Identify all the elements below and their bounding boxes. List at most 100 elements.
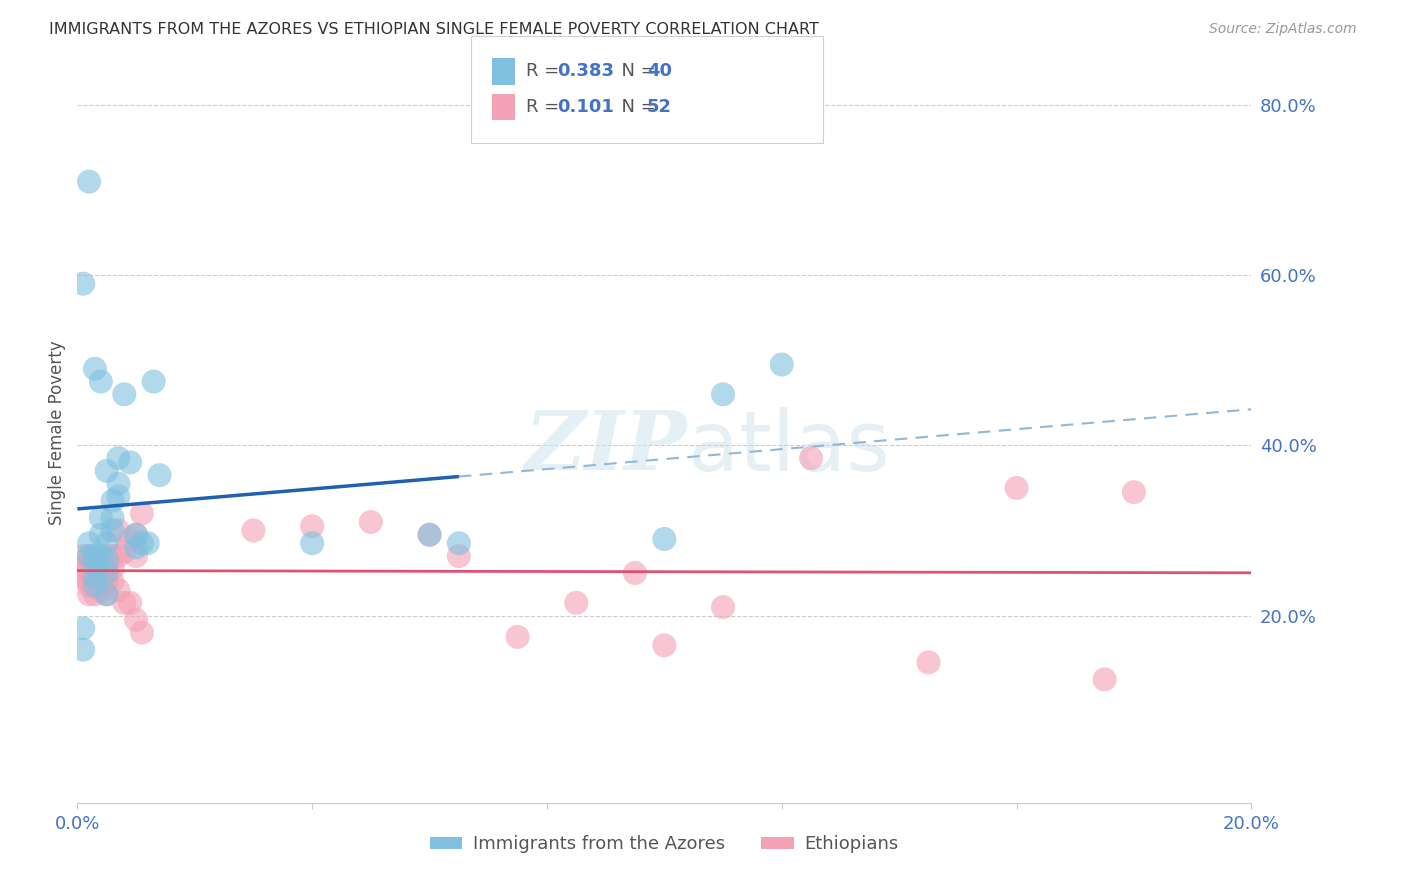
Point xyxy=(120,455,142,469)
Point xyxy=(72,621,94,635)
Point xyxy=(72,549,94,563)
Point xyxy=(136,536,159,550)
Point xyxy=(711,600,734,615)
Point xyxy=(101,493,124,508)
Point xyxy=(506,630,529,644)
Point xyxy=(107,490,129,504)
Point xyxy=(917,656,939,670)
Point xyxy=(84,570,107,584)
Text: R =: R = xyxy=(526,62,565,80)
Point xyxy=(652,639,676,653)
Point xyxy=(107,582,129,597)
Point xyxy=(84,549,107,563)
Point xyxy=(131,507,153,521)
Point xyxy=(125,613,148,627)
Point xyxy=(90,375,112,389)
Y-axis label: Single Female Poverty: Single Female Poverty xyxy=(48,341,66,524)
Point xyxy=(84,361,107,376)
Point xyxy=(77,579,100,593)
Point xyxy=(112,596,135,610)
Text: IMMIGRANTS FROM THE AZORES VS ETHIOPIAN SINGLE FEMALE POVERTY CORRELATION CHART: IMMIGRANTS FROM THE AZORES VS ETHIOPIAN … xyxy=(49,22,820,37)
Point xyxy=(770,358,793,372)
Point xyxy=(800,451,823,466)
Point xyxy=(112,387,135,401)
Point xyxy=(90,562,112,576)
Point xyxy=(72,562,94,576)
Point xyxy=(96,566,118,580)
Point xyxy=(90,510,112,524)
Point xyxy=(447,549,470,563)
Point xyxy=(142,375,165,389)
Point xyxy=(624,566,647,580)
Point xyxy=(77,574,100,589)
Text: 52: 52 xyxy=(647,98,672,116)
Text: R =: R = xyxy=(526,98,565,116)
Text: N =: N = xyxy=(610,98,662,116)
Point xyxy=(84,570,107,584)
Point xyxy=(77,175,100,189)
Point xyxy=(84,579,107,593)
Point xyxy=(90,570,112,584)
Point xyxy=(101,574,124,589)
Point xyxy=(72,642,94,657)
Point xyxy=(77,549,100,563)
Point xyxy=(1005,481,1028,495)
Point xyxy=(77,558,100,572)
Point xyxy=(96,549,118,563)
Point xyxy=(90,549,112,563)
Point xyxy=(72,570,94,584)
Point xyxy=(84,579,107,593)
Text: 0.383: 0.383 xyxy=(557,62,614,80)
Text: atlas: atlas xyxy=(688,407,890,488)
Point xyxy=(101,562,124,576)
Text: 0.101: 0.101 xyxy=(557,98,613,116)
Point xyxy=(96,464,118,478)
Point xyxy=(120,596,142,610)
Point xyxy=(107,549,129,563)
Legend: Immigrants from the Azores, Ethiopians: Immigrants from the Azores, Ethiopians xyxy=(423,828,905,861)
Point xyxy=(77,566,100,580)
Point xyxy=(72,277,94,291)
Point xyxy=(447,536,470,550)
Point xyxy=(90,553,112,567)
Point xyxy=(96,587,118,601)
Point xyxy=(419,527,441,541)
Point xyxy=(1122,485,1144,500)
Point xyxy=(84,587,107,601)
Point xyxy=(84,558,107,572)
Point xyxy=(96,574,118,589)
Point xyxy=(131,536,153,550)
Point xyxy=(125,527,148,541)
Point xyxy=(120,532,142,546)
Point xyxy=(112,545,135,559)
Point xyxy=(77,536,100,550)
Point xyxy=(125,541,148,555)
Point xyxy=(131,625,153,640)
Point xyxy=(301,536,323,550)
Point xyxy=(96,562,118,576)
Point xyxy=(242,524,264,538)
Point xyxy=(101,549,124,563)
Point xyxy=(360,515,382,529)
Text: 40: 40 xyxy=(647,62,672,80)
Point xyxy=(90,527,112,541)
Point xyxy=(84,562,107,576)
Text: Source: ZipAtlas.com: Source: ZipAtlas.com xyxy=(1209,22,1357,37)
Point xyxy=(125,549,148,563)
Point xyxy=(107,476,129,491)
Point xyxy=(1094,673,1116,687)
Point xyxy=(77,587,100,601)
Point xyxy=(125,527,148,541)
Point xyxy=(96,553,118,567)
Point xyxy=(652,532,676,546)
Point xyxy=(77,549,100,563)
Text: N =: N = xyxy=(610,62,662,80)
Point xyxy=(84,553,107,567)
Point xyxy=(565,596,588,610)
Point xyxy=(711,387,734,401)
Point xyxy=(96,587,118,601)
Point xyxy=(148,468,170,483)
Point xyxy=(301,519,323,533)
Point xyxy=(101,524,124,538)
Text: ZIP: ZIP xyxy=(526,408,688,487)
